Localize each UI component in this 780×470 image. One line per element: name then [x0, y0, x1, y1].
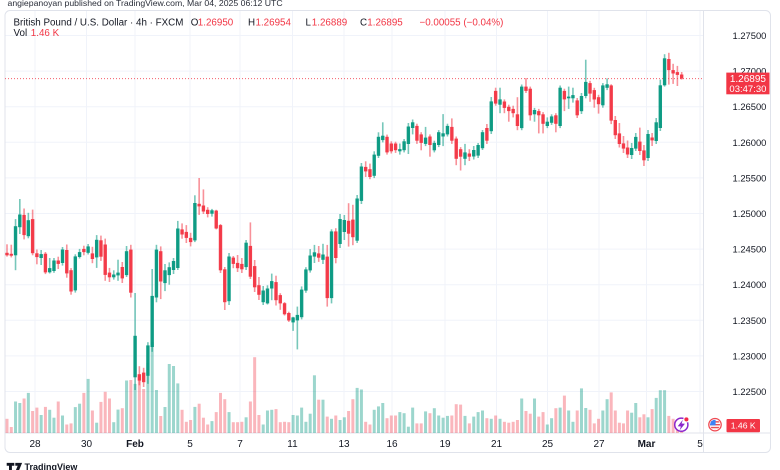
svg-text:Feb: Feb	[126, 439, 144, 450]
svg-text:1.22500: 1.22500	[733, 386, 767, 397]
svg-text:1.23000: 1.23000	[733, 350, 767, 361]
svg-text:Mar: Mar	[638, 439, 656, 450]
svg-text:1.46 K: 1.46 K	[731, 420, 756, 430]
svg-text:25: 25	[542, 439, 554, 450]
svg-text:1.26500: 1.26500	[733, 101, 767, 112]
svg-text:1.24000: 1.24000	[733, 279, 767, 290]
svg-text:1.46 K: 1.46 K	[31, 28, 60, 39]
svg-text:1.23500: 1.23500	[733, 315, 767, 326]
svg-text:1.26000: 1.26000	[733, 137, 767, 148]
svg-text:19: 19	[439, 439, 451, 450]
svg-text:Vol: Vol	[14, 28, 28, 39]
svg-text:27: 27	[593, 439, 605, 450]
svg-text:13: 13	[338, 439, 350, 450]
svg-text:5: 5	[697, 439, 703, 450]
svg-text:L: L	[306, 17, 312, 28]
svg-text:1.27000: 1.27000	[733, 66, 767, 77]
svg-text:5: 5	[187, 439, 193, 450]
svg-text:1.25000: 1.25000	[733, 208, 767, 219]
svg-text:H: H	[248, 17, 255, 28]
svg-text:1.26950: 1.26950	[198, 17, 234, 28]
svg-text:1.26895: 1.26895	[730, 74, 767, 85]
svg-text:16: 16	[386, 439, 398, 450]
svg-text:angiepanoyan published on Trad: angiepanoyan published on TradingView.co…	[8, 0, 283, 8]
svg-text:−0.00055 (−0.04%): −0.00055 (−0.04%)	[420, 17, 504, 28]
svg-text:21: 21	[491, 439, 503, 450]
svg-text:1.26954: 1.26954	[256, 17, 292, 28]
svg-text:30: 30	[81, 439, 93, 450]
svg-text:British Pound / U.S. Dollar ·: British Pound / U.S. Dollar · 4h · FXCM	[14, 17, 184, 28]
svg-text:1.24500: 1.24500	[733, 244, 767, 255]
svg-text:11: 11	[287, 439, 298, 450]
svg-text:1.26895: 1.26895	[367, 17, 403, 28]
svg-text:C: C	[360, 17, 367, 28]
svg-text:1.25500: 1.25500	[733, 172, 767, 183]
svg-text:TradingView: TradingView	[25, 462, 79, 470]
svg-text:1.27500: 1.27500	[733, 30, 767, 41]
svg-text:28: 28	[29, 439, 41, 450]
svg-text:1.26889: 1.26889	[312, 17, 347, 28]
svg-text:7: 7	[237, 439, 243, 450]
svg-text:O: O	[191, 17, 199, 28]
svg-text:03:47:30: 03:47:30	[729, 84, 766, 95]
